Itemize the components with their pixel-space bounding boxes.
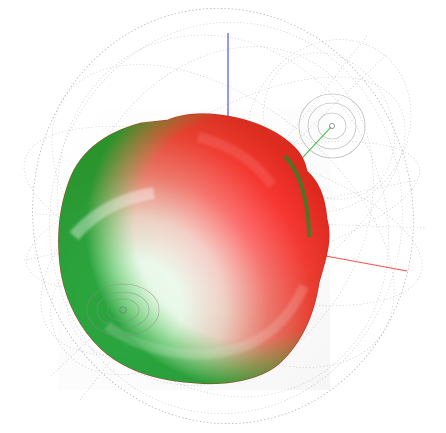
main-object[interactable]	[58, 108, 330, 390]
upper-right-center-marker	[330, 124, 335, 129]
object-shading-overlay	[58, 108, 330, 390]
